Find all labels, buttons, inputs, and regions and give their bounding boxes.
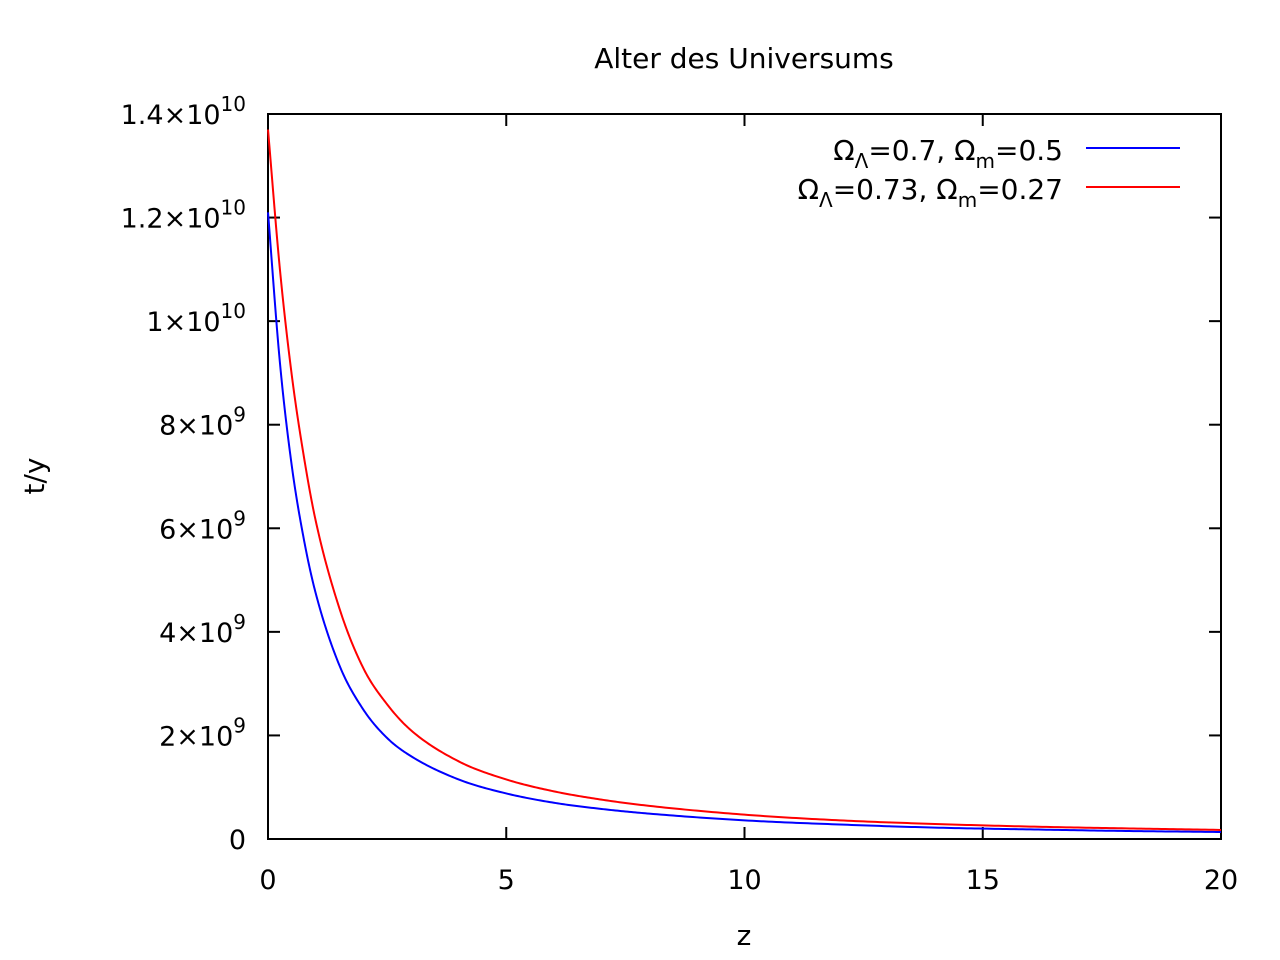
y-tick-label: 0 — [229, 825, 246, 856]
y-tick-label: 1.4×1010 — [121, 92, 246, 131]
legend: ΩΛ=0.7, Ωm=0.5 ΩΛ=0.73, Ωm=0.27 — [798, 134, 1180, 212]
x-tick-label: 10 — [727, 865, 761, 896]
x-axis-label: z — [737, 919, 752, 952]
chart-title: Alter des Universums — [594, 42, 894, 75]
x-tick-label: 0 — [259, 865, 276, 896]
x-tick-label: 20 — [1204, 865, 1238, 896]
y-tick-label: 1.2×1010 — [121, 196, 246, 235]
x-axis-ticks: 0 5 10 15 20 — [259, 114, 1238, 896]
y-axis-ticks: 0 2×109 4×109 6×109 8×109 1×1010 1.2×1010 1.4×1… — [121, 92, 1221, 856]
legend-entry-1: ΩΛ=0.7, Ωm=0.5 — [833, 134, 1180, 173]
series-line-1 — [267, 212, 1222, 834]
y-tick-label: 6×109 — [159, 506, 246, 545]
legend-label-2: ΩΛ=0.73, Ωm=0.27 — [798, 173, 1063, 212]
y-tick-label: 1×1010 — [146, 299, 246, 338]
y-tick-label: 4×109 — [159, 610, 246, 649]
y-tick-label: 2×109 — [159, 713, 246, 752]
x-tick-label: 5 — [498, 865, 515, 896]
y-tick-label: 8×109 — [159, 403, 246, 442]
series-line-2 — [267, 129, 1222, 831]
legend-label-1: ΩΛ=0.7, Ωm=0.5 — [833, 134, 1063, 173]
x-tick-label: 15 — [966, 865, 1000, 896]
series-layer — [267, 129, 1222, 834]
legend-entry-2: ΩΛ=0.73, Ωm=0.27 — [798, 173, 1180, 212]
y-axis-label: t/y — [18, 458, 51, 495]
